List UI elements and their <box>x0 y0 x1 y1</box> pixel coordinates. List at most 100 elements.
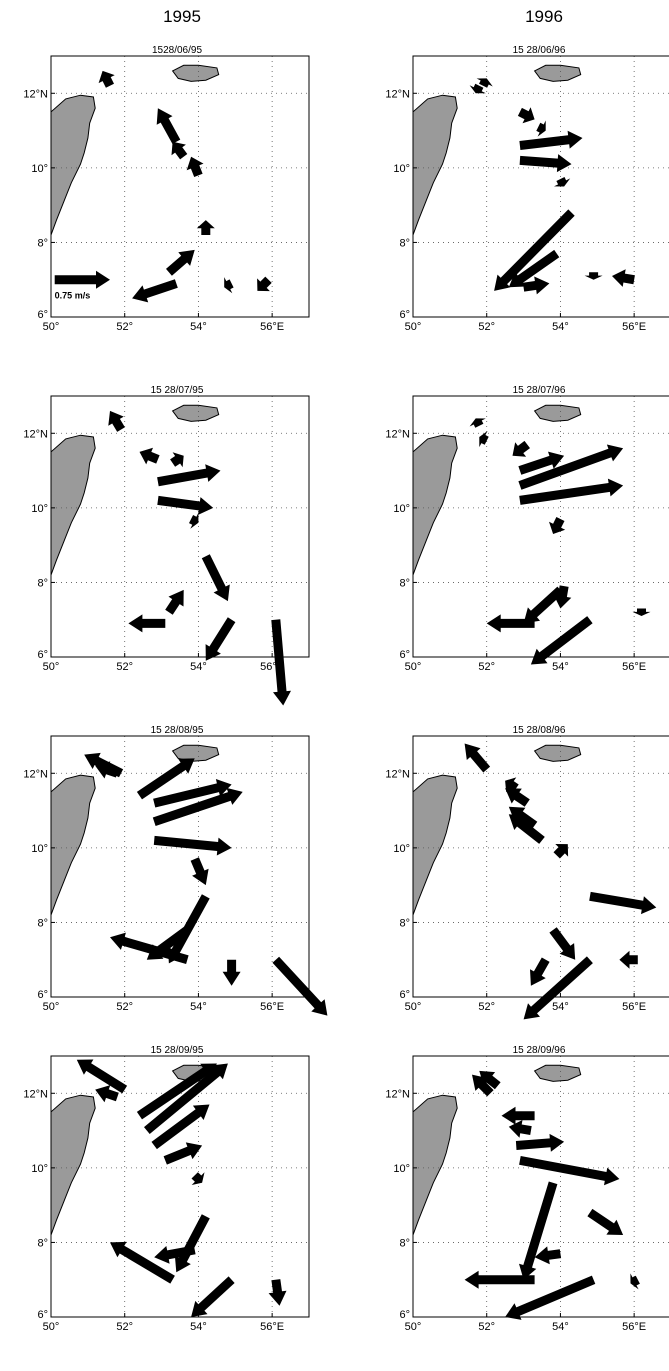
y-tick-label: 10° <box>31 503 48 515</box>
current-vector-arrow <box>108 410 125 432</box>
current-vector-arrow <box>486 614 535 633</box>
current-vector-arrow <box>632 608 651 616</box>
quiver-panel: 50° 52° 54° 56°E6°8°10°12°N15 28/07/95 <box>23 385 310 706</box>
current-vector-arrow <box>479 431 489 448</box>
current-vector-arrow <box>501 1106 535 1125</box>
current-vector-arrow <box>191 1276 235 1317</box>
coastline-land <box>413 774 458 916</box>
socotra-island <box>533 64 582 82</box>
plot-frame <box>412 395 669 658</box>
coastline-land <box>51 774 96 916</box>
x-tick-label: 50° <box>405 321 422 333</box>
y-tick-label: 6° <box>399 649 410 661</box>
current-vector-arrow <box>508 1120 532 1138</box>
y-tick-label: 12°N <box>385 88 410 100</box>
panel-date-title: 15 28/06/96 <box>513 45 566 56</box>
current-vector-arrow <box>151 1104 210 1150</box>
x-tick-label: 50° <box>43 1001 60 1013</box>
current-vector-arrow <box>464 743 491 773</box>
x-tick-label: 52° <box>116 321 133 333</box>
current-vector-arrow <box>584 272 603 280</box>
current-vector-arrow <box>619 950 638 969</box>
current-vector-arrow <box>518 451 565 475</box>
x-tick-label: 54° <box>190 1001 207 1013</box>
current-vector-arrow <box>519 478 624 505</box>
current-vector-arrow <box>519 1181 558 1280</box>
y-tick-label: 10° <box>393 503 410 515</box>
panel-date-title: 1528/06/95 <box>152 45 202 56</box>
current-vector-arrow <box>152 787 243 826</box>
y-tick-label: 8° <box>37 1237 48 1249</box>
y-tick-label: 6° <box>399 309 410 321</box>
current-vector-arrow <box>157 464 221 487</box>
socotra-island <box>171 64 220 82</box>
x-tick-label: 50° <box>43 1321 60 1333</box>
current-vector-arrow <box>534 1246 562 1265</box>
y-tick-label: 8° <box>399 917 410 929</box>
current-vector-arrow <box>505 1275 596 1320</box>
x-tick-label: 52° <box>478 661 495 673</box>
current-vector-arrow <box>144 1063 228 1134</box>
current-vector-arrow <box>165 589 184 615</box>
year-label-1996: 1996 <box>525 7 563 26</box>
y-tick-label: 12°N <box>385 428 410 440</box>
current-vector-arrow <box>549 517 566 534</box>
y-tick-label: 6° <box>399 989 410 1001</box>
current-vector-arrow <box>166 249 195 276</box>
current-vector-arrow <box>515 1133 565 1152</box>
current-vector-arrow <box>156 108 181 144</box>
scale-label: 0.75 m/s <box>55 290 91 300</box>
current-vector-arrow <box>163 1142 203 1165</box>
x-tick-label: 54° <box>190 1321 207 1333</box>
y-tick-label: 6° <box>37 1309 48 1321</box>
current-vector-arrow <box>272 956 328 1016</box>
x-tick-label: 54° <box>190 321 207 333</box>
current-vector-arrow <box>587 1208 624 1235</box>
y-tick-label: 6° <box>37 649 48 661</box>
plot-frame <box>412 55 669 318</box>
x-tick-label: 52° <box>116 1321 133 1333</box>
current-vector-arrow <box>536 120 546 137</box>
x-tick-label: 50° <box>43 321 60 333</box>
quiver-panel: 50° 52° 54° 56°E 6° 8° 10° 12°N 15 28/09/96 <box>385 1045 669 1333</box>
x-tick-label: 52° <box>478 1001 495 1013</box>
x-tick-label: 52° <box>116 661 133 673</box>
panel-date-title: 15 28/07/96 <box>513 385 566 396</box>
current-vector-arrow <box>153 779 232 808</box>
x-tick-label: 50° <box>405 1321 422 1333</box>
current-vector-arrow <box>196 220 215 235</box>
x-tick-label: 56°E <box>622 321 646 333</box>
current-vector-arrow <box>476 78 493 88</box>
y-tick-label: 12°N <box>385 768 410 780</box>
y-tick-label: 10° <box>31 843 48 855</box>
x-tick-label: 54° <box>552 1001 569 1013</box>
y-tick-label: 12°N <box>23 428 48 440</box>
coastline-land <box>413 1094 458 1236</box>
coastline-land <box>51 94 96 236</box>
current-vector-arrow <box>95 761 119 779</box>
current-vector-arrow <box>110 932 189 964</box>
plot-frame <box>50 55 310 318</box>
current-vector-arrow <box>268 1279 287 1306</box>
panel-date-title: 15 28/09/96 <box>513 1045 566 1056</box>
current-vector-arrow <box>553 585 572 609</box>
socotra-island <box>533 404 582 422</box>
current-vector-arrow <box>549 927 576 960</box>
plot-frame <box>50 395 310 658</box>
current-vector-arrow <box>469 418 486 428</box>
current-vector-arrow <box>157 495 214 515</box>
x-tick-label: 54° <box>552 661 569 673</box>
current-vector-arrow <box>508 814 545 844</box>
x-tick-label: 54° <box>552 321 569 333</box>
y-tick-label: 12°N <box>385 1088 410 1100</box>
y-tick-label: 10° <box>31 163 48 175</box>
current-vector-arrow <box>505 788 530 807</box>
current-vector-arrow <box>153 835 232 856</box>
current-vector-arrow <box>523 956 593 1020</box>
panel-date-title: 15 28/08/96 <box>513 725 566 736</box>
current-vector-arrow <box>519 130 583 150</box>
current-vector-arrow <box>612 269 635 287</box>
current-vector-arrow <box>76 1059 128 1094</box>
y-tick-label: 12°N <box>23 768 48 780</box>
